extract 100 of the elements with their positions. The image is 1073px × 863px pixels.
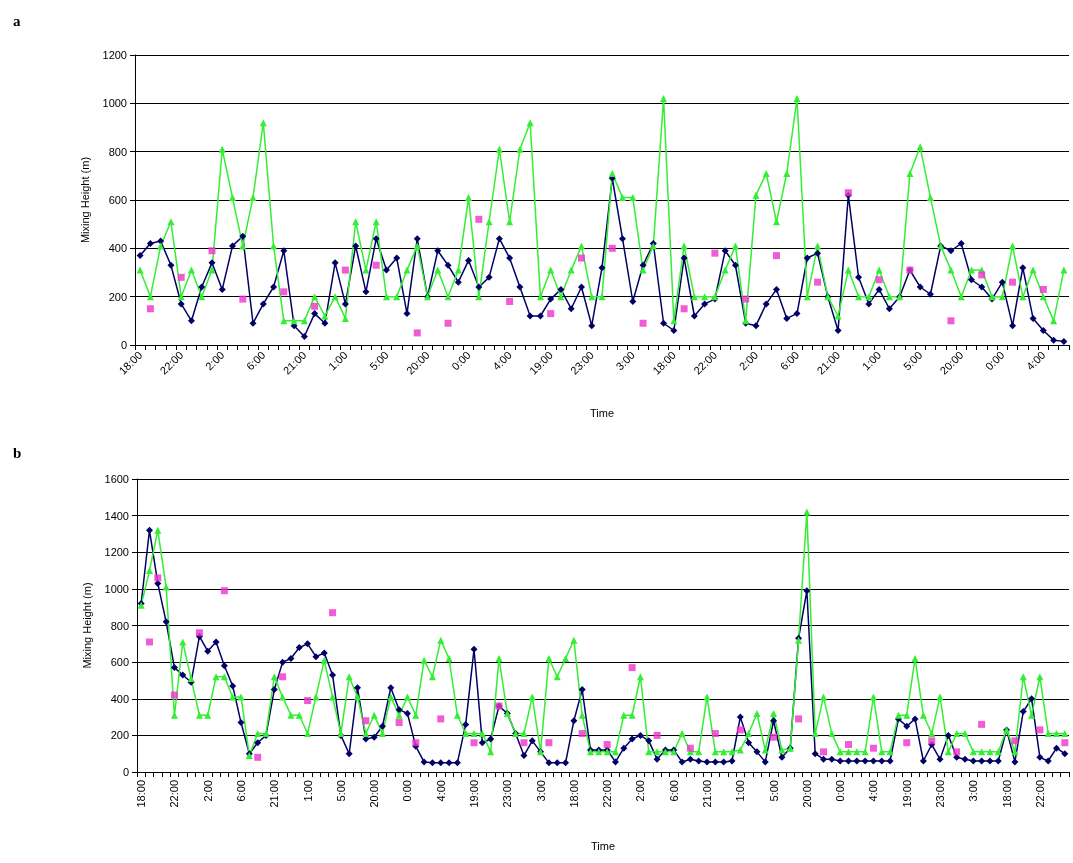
x-tick-label: 0:00 xyxy=(401,780,414,802)
point xyxy=(742,295,750,303)
y-tick-label: 1000 xyxy=(104,582,129,595)
y-tick-label: 200 xyxy=(108,290,127,303)
x-tick-label: 3:00 xyxy=(534,780,547,802)
x-tick-label: 18:00 xyxy=(567,780,580,808)
point xyxy=(280,288,288,296)
y-tick-label: 600 xyxy=(110,656,129,669)
x-tick-label: 23:00 xyxy=(934,780,947,808)
chart-title: a xyxy=(13,12,21,29)
point xyxy=(608,244,616,252)
point xyxy=(311,302,319,310)
y-tick-label: 400 xyxy=(110,692,129,705)
point xyxy=(653,731,661,739)
x-tick-label: 1:00 xyxy=(734,780,747,802)
x-axis-title: Time xyxy=(589,406,615,419)
point xyxy=(220,587,228,595)
point xyxy=(413,329,421,337)
point xyxy=(372,261,380,269)
y-tick-label: 1200 xyxy=(104,546,129,559)
point xyxy=(978,720,986,728)
x-tick-label: 23:00 xyxy=(501,780,514,808)
x-tick-label: 5:00 xyxy=(334,780,347,802)
point xyxy=(1036,726,1044,734)
point xyxy=(1061,739,1069,747)
point xyxy=(547,310,555,318)
point xyxy=(928,737,936,745)
y-tick-label: 1400 xyxy=(104,509,129,522)
x-tick-label: 4:00 xyxy=(867,780,880,802)
y-tick-label: 1200 xyxy=(102,49,127,61)
x-tick-label: 4:00 xyxy=(1023,348,1048,373)
point xyxy=(279,673,287,681)
x-tick-label: 3:00 xyxy=(613,348,638,373)
point xyxy=(953,748,961,756)
y-tick-label: 200 xyxy=(110,729,129,742)
point xyxy=(577,254,585,262)
point xyxy=(395,719,403,727)
point xyxy=(875,276,883,284)
point xyxy=(177,273,185,281)
point xyxy=(772,252,780,260)
point xyxy=(475,215,483,223)
point xyxy=(195,629,203,637)
x-tick-label: 18:00 xyxy=(1000,780,1013,808)
point xyxy=(736,726,744,734)
x-tick-label: 6:00 xyxy=(235,780,248,802)
y-tick-label: 400 xyxy=(108,242,127,255)
point xyxy=(680,305,688,313)
x-tick-label: 4:00 xyxy=(490,348,514,373)
y-tick-label: 0 xyxy=(120,339,127,351)
point xyxy=(254,753,262,761)
point xyxy=(154,574,162,582)
point xyxy=(869,744,877,752)
point xyxy=(470,739,478,747)
point xyxy=(444,319,452,327)
y-tick-label: 600 xyxy=(108,194,127,206)
x-tick-label: 0:00 xyxy=(834,780,847,802)
point xyxy=(844,741,852,749)
point xyxy=(1011,737,1019,745)
point xyxy=(603,741,611,749)
point xyxy=(628,664,636,672)
x-tick-label: 5:00 xyxy=(900,348,925,373)
point xyxy=(978,271,986,279)
y-tick-label: 800 xyxy=(110,619,129,632)
y-tick-label: 800 xyxy=(108,145,127,158)
x-tick-label: 6:00 xyxy=(777,348,802,373)
point xyxy=(239,295,247,303)
point xyxy=(437,715,445,723)
y-axis-title: Mixing Height (m) xyxy=(78,156,91,244)
point xyxy=(903,739,911,747)
x-tick-label: 22:00 xyxy=(601,780,614,808)
x-tick-label: 5:00 xyxy=(767,780,780,802)
x-tick-label: 18:00 xyxy=(135,780,148,808)
x-tick-label: 5:00 xyxy=(367,348,391,373)
x-tick-label: 22:00 xyxy=(1033,780,1046,808)
y-axis-title: Mixing Height (m) xyxy=(80,582,93,669)
point xyxy=(947,317,955,325)
point xyxy=(686,744,694,752)
point xyxy=(170,691,178,699)
point xyxy=(711,730,719,738)
x-tick-label: 19:00 xyxy=(468,780,481,808)
chart-title: b xyxy=(13,444,22,461)
x-tick-label: 0:00 xyxy=(449,348,473,373)
x-tick-label: 3:00 xyxy=(967,780,980,802)
point xyxy=(639,319,647,327)
point xyxy=(520,739,528,747)
x-tick-label: 6:00 xyxy=(243,348,268,373)
x-tick-label: 19:00 xyxy=(900,780,913,808)
point xyxy=(146,305,154,313)
point xyxy=(545,739,553,747)
point xyxy=(329,609,337,617)
x-tick-label: 21:00 xyxy=(701,780,714,808)
x-tick-label: 6:00 xyxy=(667,780,680,802)
x-tick-label: 1:00 xyxy=(301,780,314,802)
point xyxy=(814,278,822,286)
x-tick-label: 2:00 xyxy=(634,780,647,802)
x-tick-label: 22:00 xyxy=(168,780,181,808)
x-tick-label: 20:00 xyxy=(800,780,813,808)
point xyxy=(208,247,216,255)
point xyxy=(795,715,803,723)
x-axis-title: Time xyxy=(590,839,616,852)
